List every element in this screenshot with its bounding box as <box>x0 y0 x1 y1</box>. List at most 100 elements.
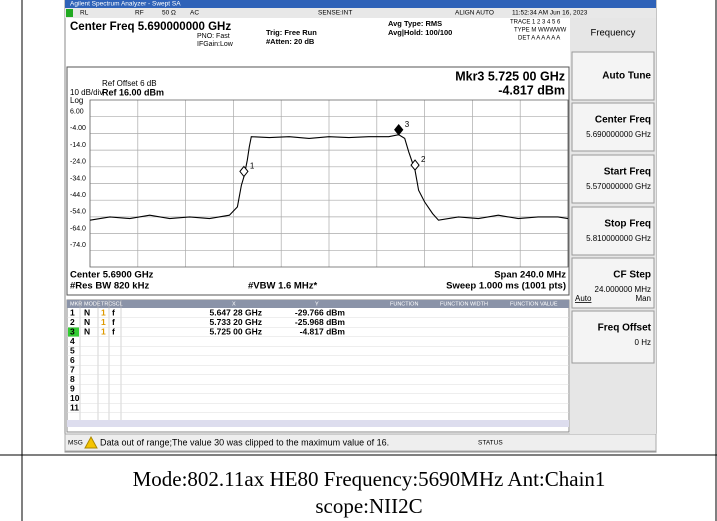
message-status: STATUS <box>478 440 503 447</box>
softkey[interactable] <box>571 51 655 101</box>
softkey[interactable] <box>571 257 655 309</box>
marker-table: MKR MODE TRC SCL X Y FUNCTION FUNCTION WIDTH FUN… <box>67 300 569 420</box>
table-cell: 1 <box>101 326 106 336</box>
table-cell: 2 <box>70 317 75 327</box>
softkeys: Frequency Auto Tune Center Freq 5.690000000… <box>571 28 655 364</box>
softkey-menu-title: Frequency <box>591 28 636 39</box>
table-cell: 5.647 28 GHz <box>210 307 262 317</box>
marker-label: 3 <box>405 120 410 129</box>
marker <box>410 159 420 171</box>
status-time: 11:52:34 AM Jun 16, 2023 <box>512 10 588 17</box>
status-rl: RL <box>80 10 89 17</box>
table-header: MODE <box>84 301 101 307</box>
pno: PNO: Fast <box>197 33 230 40</box>
table-cell: N <box>84 307 90 317</box>
caption-line: Mode:802.11ax HE80 Frequency:5690MHz Ant… <box>133 467 606 491</box>
y-tick-label: -64.0 <box>70 225 86 232</box>
graph-frame <box>66 66 570 296</box>
table-header: MKR <box>70 301 82 307</box>
table-header: TRC <box>101 301 112 307</box>
table-cell: 8 <box>70 374 75 384</box>
softkey-label[interactable]: Start Freq <box>604 167 651 178</box>
status-rf: RF <box>135 10 144 17</box>
y-tick-label: -34.0 <box>70 175 86 182</box>
softkey-label[interactable]: Freq Offset <box>598 323 652 334</box>
ifgain: IFGain:Low <box>197 41 234 48</box>
message-text: Data out of range;The value 30 was clipp… <box>100 437 389 447</box>
avg-type: Avg Type: RMS <box>388 19 442 28</box>
marker <box>394 123 404 136</box>
table-cell: N <box>84 326 90 336</box>
status-align: ALIGN AUTO <box>455 10 494 17</box>
y-tick-label: -4.00 <box>70 125 86 132</box>
table-header: SCL <box>112 301 123 307</box>
softkey-label[interactable]: Stop Freq <box>604 219 651 230</box>
status-row <box>65 8 656 18</box>
status-sense: SENSE:INT <box>318 10 352 17</box>
softkey-value[interactable]: 24.000000 MHz <box>595 285 651 294</box>
y-tick-label: -74.0 <box>70 242 86 249</box>
analyzer-screen: Agilent Spectrum Analyzer - Swept SA RL … <box>64 0 657 453</box>
table-cell: 3 <box>70 326 75 336</box>
window-title: Agilent Spectrum Analyzer - Swept SA <box>70 1 181 8</box>
table-cell: 5.725 00 GHz <box>210 326 262 336</box>
avg-hold: Avg|Hold: 100/100 <box>388 28 452 37</box>
message-label: MSG <box>68 440 83 447</box>
marker-label: 2 <box>421 155 426 164</box>
table-cell: f <box>112 307 115 317</box>
table-header: FUNCTION VALUE <box>510 301 558 307</box>
trig: Trig: Free Run <box>266 28 317 37</box>
marker-table-frame <box>66 299 570 433</box>
table-cell: 10 <box>70 393 80 403</box>
softkey-value[interactable]: 5.570000000 GHz <box>586 182 651 191</box>
marker-table-header <box>67 300 569 308</box>
status-indicator <box>66 9 73 17</box>
marker-readout-level: -4.817 dBm <box>498 83 565 97</box>
status-impedance: 50 Ω <box>162 10 176 17</box>
table-header: FUNCTION <box>390 301 418 307</box>
table-header: X <box>232 301 236 307</box>
table-cell: f <box>112 317 115 327</box>
table-cell: 5 <box>70 345 75 355</box>
table-header: FUNCTION WIDTH <box>440 301 488 307</box>
y-tick-label: -24.0 <box>70 159 86 166</box>
softkey[interactable] <box>571 154 655 204</box>
softkey-label[interactable]: CF Step <box>613 270 651 281</box>
table-cell: 5.733 20 GHz <box>210 317 262 327</box>
footer-vbw: #VBW 1.6 MHz* <box>248 281 317 292</box>
log: Log <box>70 96 83 105</box>
scrollbar <box>67 420 569 427</box>
det-row: DET A A A A A A <box>518 36 560 42</box>
softkey-option[interactable]: Man <box>635 294 651 303</box>
softkey[interactable] <box>571 310 655 364</box>
table-cell: 1 <box>101 307 106 317</box>
type-row: TYPE M WWWWW <box>514 28 567 34</box>
table-cell: 7 <box>70 364 75 374</box>
table-cell: f <box>112 326 115 336</box>
softkey[interactable] <box>571 206 655 256</box>
caption-line: scope:NII2C <box>315 494 422 518</box>
plot: 6.00 -4.00 -14.0 -24.0 -34.0 -44.0 -54.0 -64.0 -… <box>70 99 569 268</box>
y-tick-label: 6.00 <box>70 109 84 116</box>
footer-sweep: Sweep 1.000 ms (1001 pts) <box>446 281 566 292</box>
title-bar <box>65 0 656 8</box>
softkey-label[interactable]: Auto Tune <box>602 71 651 82</box>
y-tick-label: -54.0 <box>70 209 86 216</box>
marker-readout-freq: Mkr3 5.725 00 GHz <box>455 69 565 83</box>
marker-label: 1 <box>250 162 255 171</box>
table-cell: -4.817 dBm <box>300 326 346 336</box>
row-highlight <box>68 327 79 337</box>
softkey-value[interactable]: 5.810000000 GHz <box>586 234 651 243</box>
table-cell: -25.968 dBm <box>295 317 346 327</box>
ref-level: Ref 16.00 dBm <box>102 87 164 97</box>
softkey-label[interactable]: Center Freq <box>595 115 651 126</box>
footer-rbw: #Res BW 820 kHz <box>70 281 149 292</box>
table-cell: N <box>84 317 90 327</box>
softkey-value[interactable]: 5.690000000 GHz <box>586 130 651 139</box>
plot-border <box>89 99 569 268</box>
softkey[interactable] <box>571 102 655 152</box>
table-cell: -29.766 dBm <box>295 307 346 317</box>
softkey-value[interactable]: 0 Hz <box>635 338 651 347</box>
softkey-option[interactable]: Auto <box>575 294 592 303</box>
table-cell: 1 <box>70 307 75 317</box>
